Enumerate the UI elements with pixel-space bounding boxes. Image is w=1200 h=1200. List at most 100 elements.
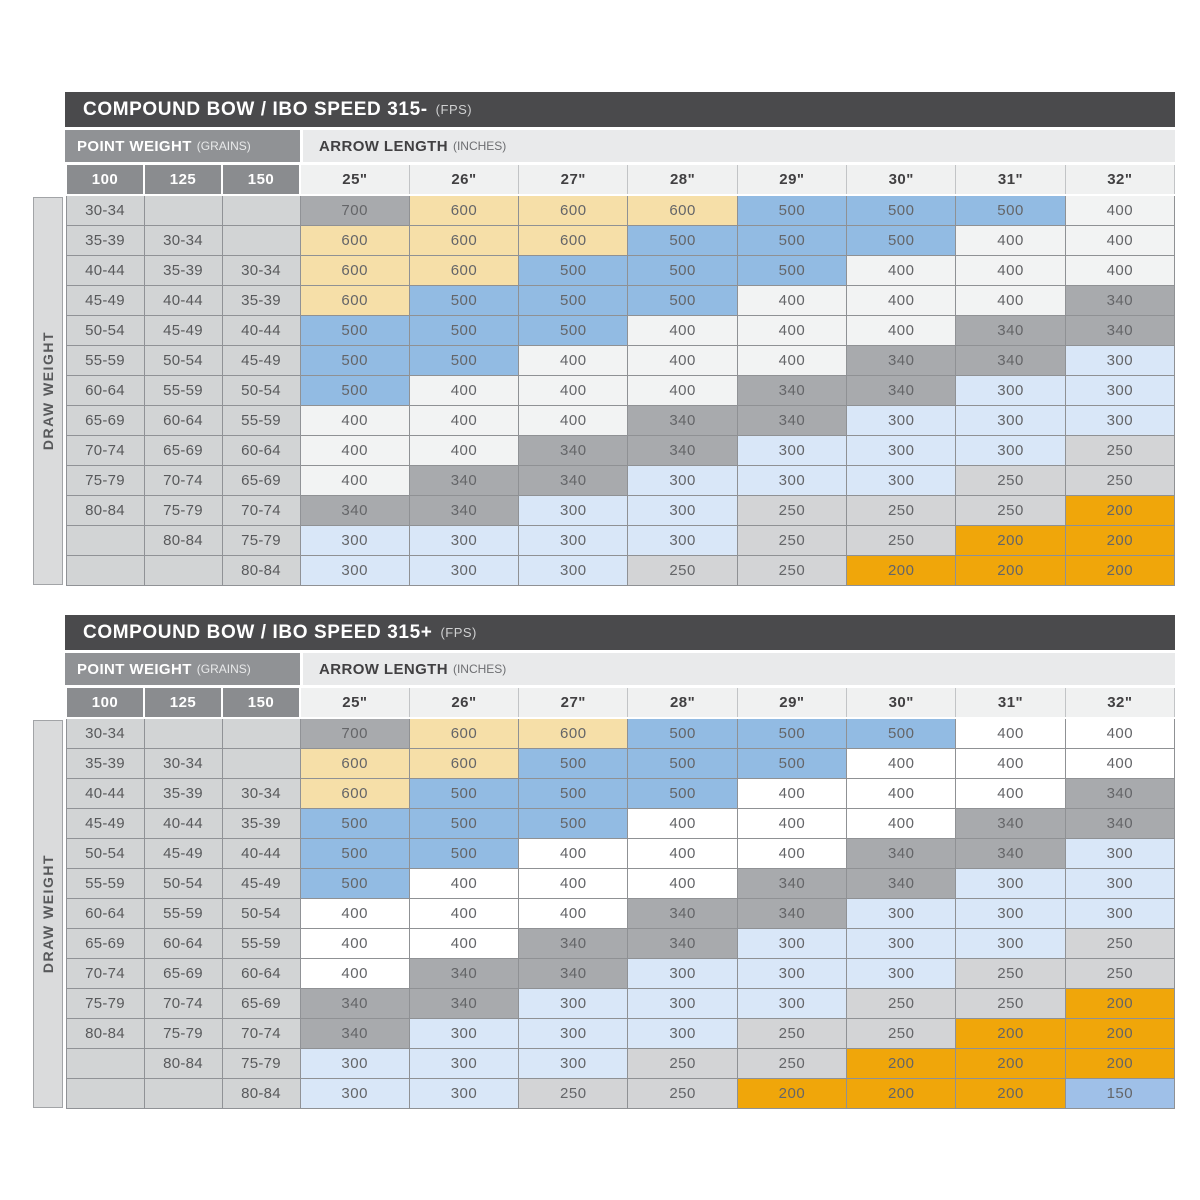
spine-value-cell: 500 <box>736 194 848 226</box>
draw-weight-cell: 70-74 <box>221 1018 301 1049</box>
spine-value-cell: 300 <box>955 928 1066 959</box>
table-row: 75-79 70-74 65-69 340 340 300 300 300 250 250 200 <box>65 988 1176 1019</box>
spine-value-cell: 400 <box>955 255 1066 286</box>
spine-value-cell: 400 <box>846 285 957 316</box>
table-row: 75-79 70-74 65-69 400 340 340 300 300 300 250 250 <box>65 465 1176 496</box>
point-weight-unit: (GRAINS) <box>196 139 251 153</box>
spine-value-cell: 300 <box>299 1048 410 1079</box>
spine-value-cell: 300 <box>627 1018 738 1049</box>
draw-weight-cell <box>65 525 145 556</box>
arrow-length-column-header: 29" <box>736 165 848 196</box>
arrow-length-group-header: ARROW LENGTH (INCHES) <box>303 653 1175 685</box>
arrow-length-unit: (INCHES) <box>452 139 507 153</box>
spine-value-cell: 300 <box>518 1048 629 1079</box>
draw-weight-cell: 40-44 <box>143 808 223 839</box>
spine-value-cell: 500 <box>518 285 629 316</box>
spine-value-cell: 340 <box>955 808 1066 839</box>
draw-weight-cell: 50-54 <box>221 898 301 929</box>
spine-value-cell: 400 <box>518 405 629 436</box>
table-row: 80-84 300 300 300 250 250 200 200 200 <box>65 555 1176 586</box>
draw-weight-cell: 30-34 <box>221 255 301 286</box>
arrow-length-label: ARROW LENGTH <box>319 137 448 155</box>
draw-weight-cell: 70-74 <box>143 988 223 1019</box>
draw-weight-cell: 35-39 <box>221 285 301 316</box>
draw-weight-cell: 65-69 <box>143 435 223 466</box>
spine-value-cell: 300 <box>955 435 1066 466</box>
spine-value-cell: 340 <box>627 898 738 929</box>
spine-value-cell: 600 <box>518 194 629 226</box>
point-weight-column-header: 100 <box>65 165 145 196</box>
spine-value-cell: 340 <box>736 405 848 436</box>
spine-value-cell: 600 <box>408 255 520 286</box>
spine-value-cell: 400 <box>627 315 738 346</box>
spine-value-cell: 340 <box>518 435 629 466</box>
spine-value-cell: 340 <box>518 958 629 989</box>
spine-value-cell: 400 <box>299 928 410 959</box>
spine-value-cell: 300 <box>408 1078 520 1109</box>
spine-value-cell: 400 <box>955 225 1066 256</box>
table-row: 35-39 30-34 600 600 500 500 500 400 400 400 <box>65 748 1176 779</box>
spine-value-cell: 300 <box>1064 868 1176 899</box>
spine-value-cell: 300 <box>846 928 957 959</box>
draw-weight-cell: 75-79 <box>65 988 145 1019</box>
draw-weight-cell: 30-34 <box>221 778 301 809</box>
spine-value-cell: 600 <box>408 194 520 226</box>
spine-value-cell: 300 <box>846 405 957 436</box>
draw-weight-cell: 60-64 <box>221 435 301 466</box>
point-weight-group-header: POINT WEIGHT (GRAINS) <box>65 653 300 685</box>
spine-value-cell: 250 <box>736 555 848 586</box>
draw-weight-cell: 30-34 <box>65 717 145 749</box>
spine-value-cell: 400 <box>736 778 848 809</box>
spine-value-cell: 300 <box>1064 345 1176 376</box>
column-group-header-row: POINT WEIGHT (GRAINS) ARROW LENGTH (INCH… <box>65 130 1175 162</box>
draw-weight-cell: 65-69 <box>65 405 145 436</box>
spine-value-cell: 340 <box>955 315 1066 346</box>
table-row: 60-64 55-59 50-54 400 400 400 340 340 300 300 300 <box>65 898 1176 929</box>
spine-value-cell: 250 <box>1064 465 1176 496</box>
spine-value-cell: 340 <box>736 375 848 406</box>
spine-value-cell: 340 <box>408 495 520 526</box>
spine-value-cell: 500 <box>627 717 738 749</box>
column-header-row: 100 125 150 25" 26" 27" 28" 29" 30" 31" 32" <box>65 165 1176 196</box>
draw-weight-cell <box>143 717 223 749</box>
point-weight-column-header: 150 <box>221 165 301 196</box>
arrow-length-column-header: 32" <box>1064 165 1176 196</box>
spine-value-cell: 200 <box>846 555 957 586</box>
table-row: 40-44 35-39 30-34 600 600 500 500 500 400 400 400 <box>65 255 1176 286</box>
draw-weight-axis-bar: DRAW WEIGHT <box>33 720 63 1108</box>
draw-weight-cell: 60-64 <box>221 958 301 989</box>
table-row: 35-39 30-34 600 600 600 500 500 500 400 400 <box>65 225 1176 256</box>
spine-value-cell: 300 <box>408 525 520 556</box>
draw-weight-cell: 45-49 <box>143 838 223 869</box>
spine-table: 100 125 150 25" 26" 27" 28" 29" 30" 31" 32" 30-34 70… <box>65 165 1176 586</box>
spine-value-cell: 340 <box>518 928 629 959</box>
draw-weight-cell <box>221 225 301 256</box>
spine-value-cell: 500 <box>627 255 738 286</box>
arrow-length-column-header: 31" <box>955 165 1066 196</box>
chart-title-bar: COMPOUND BOW / IBO SPEED 315- (FPS) <box>65 92 1175 127</box>
spine-value-cell: 340 <box>299 495 410 526</box>
spine-value-cell: 340 <box>846 375 957 406</box>
draw-weight-cell: 30-34 <box>143 225 223 256</box>
arrow-length-column-header: 25" <box>299 165 410 196</box>
spine-value-cell: 300 <box>299 1078 410 1109</box>
arrow-length-column-header: 26" <box>408 165 520 196</box>
table-row: 30-34 700 600 600 600 500 500 500 400 <box>65 194 1176 226</box>
draw-weight-cell: 70-74 <box>65 435 145 466</box>
spine-value-cell: 400 <box>846 808 957 839</box>
spine-value-cell: 340 <box>955 838 1066 869</box>
spine-value-cell: 300 <box>736 958 848 989</box>
spine-value-cell: 300 <box>518 988 629 1019</box>
spine-value-cell: 500 <box>846 194 957 226</box>
spine-value-cell: 500 <box>518 778 629 809</box>
spine-value-cell: 500 <box>408 778 520 809</box>
spine-chart-315-plus: COMPOUND BOW / IBO SPEED 315+ (FPS) POIN… <box>33 615 1176 1109</box>
spine-value-cell: 500 <box>627 285 738 316</box>
spine-value-cell: 400 <box>408 375 520 406</box>
point-weight-column-header: 100 <box>65 688 145 719</box>
spine-value-cell: 250 <box>955 988 1066 1019</box>
spine-value-cell: 300 <box>846 898 957 929</box>
spine-value-cell: 300 <box>846 465 957 496</box>
spine-value-cell: 300 <box>1064 375 1176 406</box>
spine-value-cell: 600 <box>408 225 520 256</box>
